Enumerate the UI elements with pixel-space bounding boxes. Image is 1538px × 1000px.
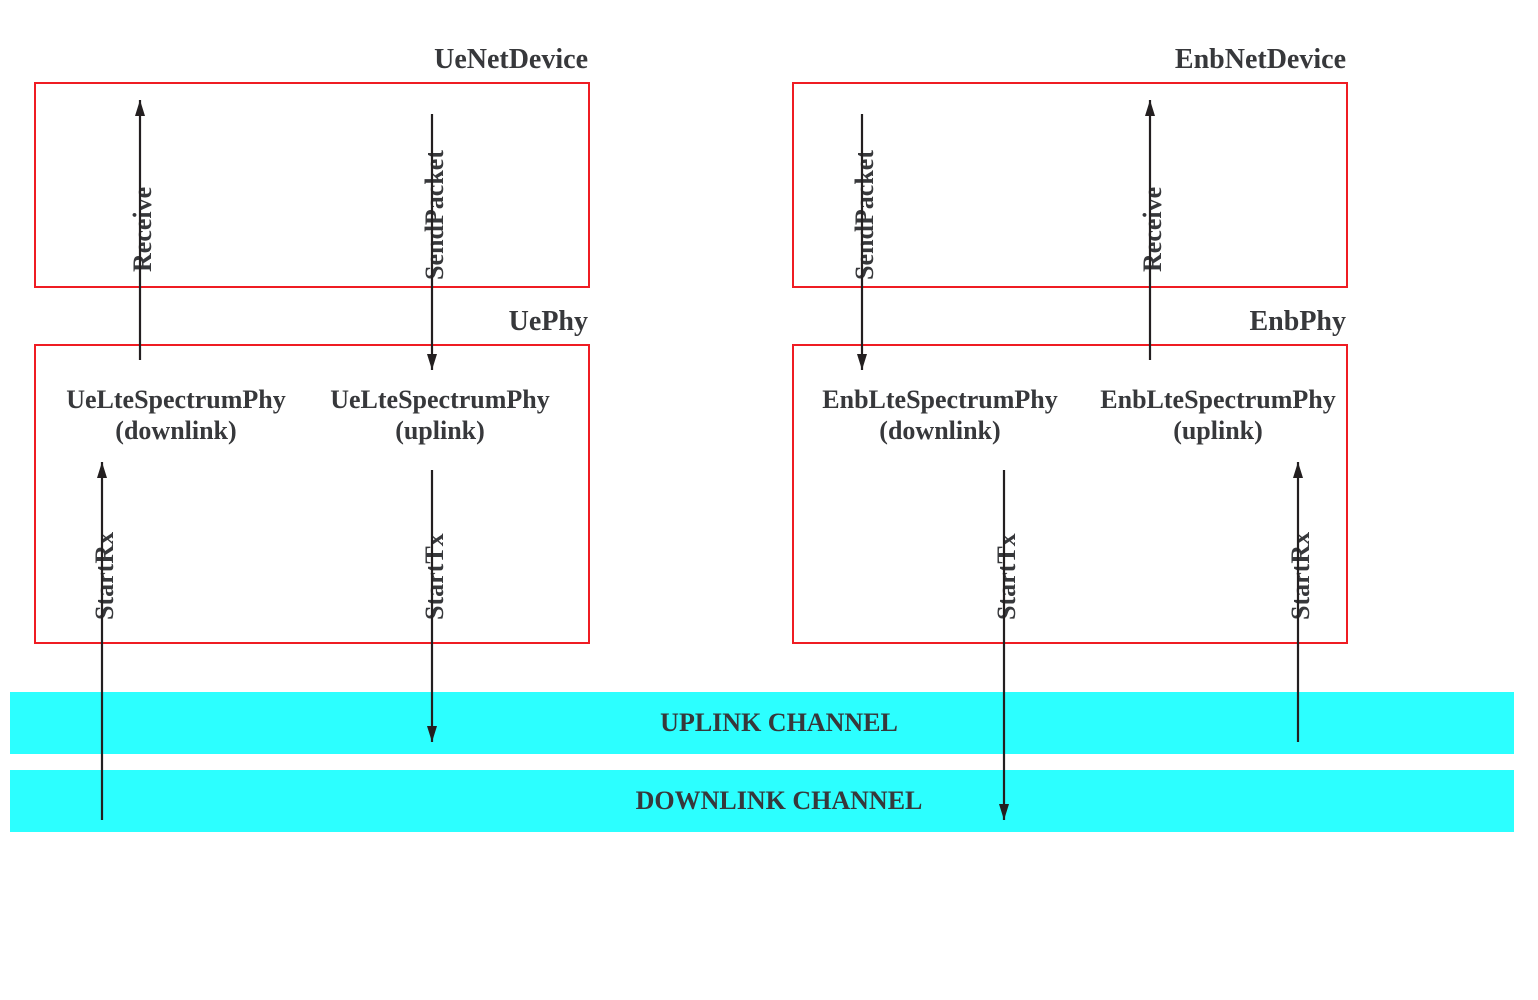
enb-spectrum-uplink-label: EnbLteSpectrumPhy (uplink) (1078, 384, 1358, 446)
sendpacket-label: SendPacket (420, 150, 450, 280)
text: UeLteSpectrumPhy (66, 385, 286, 414)
startrx-label: StartRx (1286, 532, 1316, 620)
enb-phy-title: EnbPhy (1250, 306, 1347, 338)
enb-spectrum-downlink-label: EnbLteSpectrumPhy (downlink) (800, 384, 1080, 446)
text: (downlink) (115, 416, 236, 445)
ue-netdevice-box (34, 82, 590, 288)
ue-spectrum-downlink-label: UeLteSpectrumPhy (downlink) (46, 384, 306, 446)
text: EnbLteSpectrumPhy (822, 385, 1057, 414)
sendpacket-label: SendPacket (850, 150, 880, 280)
starttx-label: StartTx (420, 533, 450, 620)
text: (uplink) (395, 416, 485, 445)
receive-label: Receive (128, 187, 158, 272)
text: (downlink) (879, 416, 1000, 445)
enb-netdevice-title: EnbNetDevice (1175, 44, 1346, 76)
startrx-label: StartRx (90, 532, 120, 620)
text: EnbLteSpectrumPhy (1100, 385, 1335, 414)
ue-phy-title: UePhy (509, 306, 588, 338)
text: (uplink) (1173, 416, 1263, 445)
downlink-channel-label: DOWNLINK CHANNEL (10, 786, 1538, 816)
ue-spectrum-uplink-label: UeLteSpectrumPhy (uplink) (310, 384, 570, 446)
receive-label: Receive (1138, 187, 1168, 272)
ue-netdevice-title: UeNetDevice (434, 44, 588, 76)
text: UeLteSpectrumPhy (330, 385, 550, 414)
diagram-canvas: UPLINK CHANNEL DOWNLINK CHANNEL UeNetDev… (0, 0, 1538, 1000)
uplink-channel-label: UPLINK CHANNEL (10, 708, 1538, 738)
starttx-label: StartTx (992, 533, 1022, 620)
